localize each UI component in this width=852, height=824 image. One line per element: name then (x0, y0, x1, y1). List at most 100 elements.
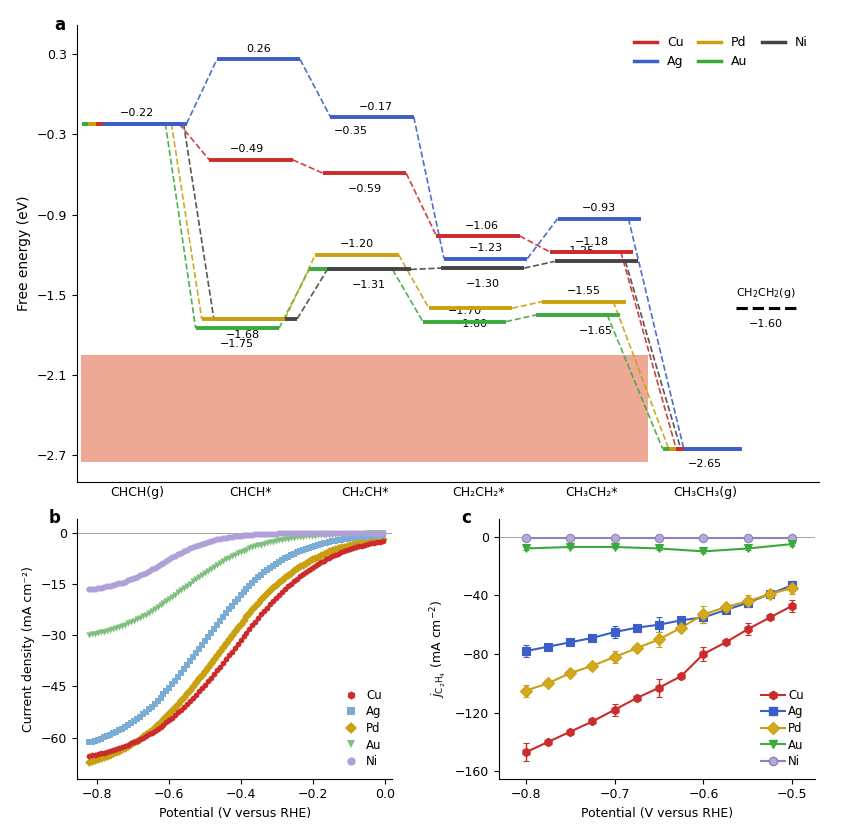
Point (242, 622, 256, 635)
Point (337, 527, 351, 541)
Point (348, 527, 362, 540)
Point (195, 537, 209, 550)
Point (157, 688, 170, 701)
Point (165, 551, 179, 564)
Point (251, 571, 265, 584)
Point (189, 573, 203, 586)
Text: a: a (55, 16, 66, 34)
Point (213, 556, 227, 569)
Point (364, 527, 377, 540)
Point (183, 695, 197, 708)
Point (296, 530, 309, 543)
Point (343, 531, 357, 545)
Point (233, 634, 247, 647)
Point (290, 562, 303, 575)
Point (266, 527, 279, 541)
Point (310, 558, 324, 571)
Point (352, 540, 366, 553)
Point (284, 577, 297, 590)
Text: −1.65: −1.65 (579, 325, 613, 335)
Point (192, 643, 205, 656)
Point (227, 596, 241, 609)
Point (278, 532, 291, 545)
Point (130, 713, 143, 726)
Point (239, 610, 253, 623)
Point (151, 718, 164, 731)
Point (195, 639, 209, 652)
Point (101, 624, 114, 637)
Text: −0.22: −0.22 (120, 108, 154, 119)
Point (97, 751, 111, 764)
Text: −0.17: −0.17 (359, 101, 393, 111)
Point (169, 700, 182, 714)
Point (316, 554, 330, 567)
Text: −1.55: −1.55 (567, 286, 601, 296)
Point (109, 578, 123, 591)
Point (354, 527, 368, 540)
Point (340, 539, 354, 552)
Point (207, 534, 221, 547)
Point (124, 616, 137, 629)
Point (287, 547, 301, 560)
Point (95, 732, 108, 745)
Point (233, 617, 247, 630)
Point (130, 734, 143, 747)
Point (106, 578, 120, 592)
Point (337, 540, 351, 553)
Point (281, 580, 295, 593)
Point (328, 543, 342, 556)
Point (316, 528, 330, 541)
Point (304, 561, 318, 574)
Point (260, 536, 273, 550)
Point (304, 540, 318, 553)
Point (320, 536, 333, 549)
FancyBboxPatch shape (308, 355, 421, 462)
Point (266, 581, 279, 594)
Point (372, 535, 386, 548)
Point (358, 527, 371, 540)
Point (346, 527, 360, 540)
Point (334, 527, 348, 541)
Point (145, 605, 158, 618)
Point (216, 531, 229, 545)
Point (254, 527, 268, 541)
Point (366, 536, 380, 550)
Point (257, 566, 271, 579)
Point (370, 536, 383, 549)
Point (85, 583, 99, 596)
Point (275, 527, 289, 540)
Point (189, 647, 203, 660)
Point (189, 676, 203, 689)
Text: −0.49: −0.49 (230, 144, 264, 154)
Point (163, 553, 176, 566)
Point (112, 577, 126, 590)
Point (141, 728, 155, 741)
Point (260, 601, 273, 614)
Point (322, 536, 336, 549)
Point (281, 527, 295, 540)
Point (124, 737, 137, 750)
Point (370, 533, 383, 546)
Point (298, 542, 312, 555)
Point (177, 545, 191, 558)
Point (376, 529, 389, 542)
Point (372, 527, 386, 540)
Point (89, 753, 102, 766)
Point (204, 656, 217, 669)
Point (233, 529, 247, 542)
Point (354, 536, 368, 549)
Point (331, 527, 345, 540)
Text: 0.26: 0.26 (246, 44, 271, 54)
Point (314, 529, 327, 542)
Point (177, 662, 191, 676)
Point (91, 626, 105, 639)
Point (183, 542, 197, 555)
Point (257, 590, 271, 603)
Point (296, 558, 309, 571)
Point (292, 545, 306, 558)
Point (236, 585, 250, 598)
Point (127, 736, 141, 749)
Point (257, 604, 271, 617)
Point (169, 550, 182, 563)
Point (308, 529, 321, 542)
